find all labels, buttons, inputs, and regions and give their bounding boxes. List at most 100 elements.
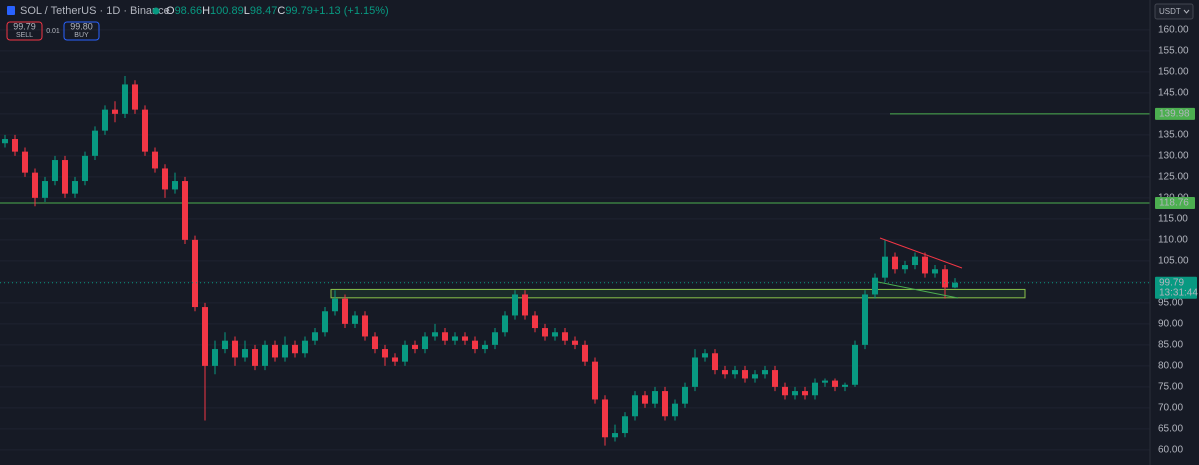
y-tick-label: 145.00 <box>1158 87 1189 98</box>
ohlc: O98.66H100.89L98.47C99.79+1.13 (+1.15%) <box>166 5 389 17</box>
candle-body <box>392 357 398 362</box>
price-axis <box>1150 0 1199 465</box>
last-price-tag <box>1155 276 1197 299</box>
currency-select[interactable] <box>1154 3 1194 20</box>
ohlc-key: O <box>166 5 175 17</box>
candle-body <box>612 433 618 438</box>
candle-body <box>642 395 648 404</box>
candle-body <box>792 391 798 396</box>
trendline <box>877 281 959 299</box>
ohlc-value: 98.66 <box>175 5 203 17</box>
candle-body <box>122 84 128 114</box>
candle-body <box>652 391 658 404</box>
sell-button[interactable] <box>6 21 43 41</box>
y-tick-label: 95.00 <box>1158 297 1183 308</box>
ohlc-key: C <box>277 5 285 17</box>
candle-body <box>602 399 608 438</box>
candle-body <box>622 416 628 434</box>
candle-body <box>522 294 528 316</box>
candle-body <box>812 382 818 396</box>
candle-body <box>322 311 328 333</box>
candle-body <box>902 265 908 270</box>
candle-body <box>892 256 898 270</box>
ohlc-key: L <box>244 5 250 17</box>
level-label: 139.98 <box>1159 109 1190 120</box>
candle-body <box>22 151 28 173</box>
ohlc-text: O98.66H100.89L98.47C99.79+1.13 (+1.15%) <box>166 5 389 17</box>
ohlc-value: 98.47 <box>250 5 278 17</box>
symbol-icon <box>7 6 15 15</box>
candle-body <box>302 340 308 354</box>
candle-body <box>512 294 518 316</box>
candle-body <box>492 332 498 345</box>
candle-body <box>12 139 18 152</box>
y-tick-label: 150.00 <box>1158 66 1189 77</box>
candle-body <box>362 315 368 337</box>
buy-button[interactable] <box>63 21 100 41</box>
candle-body <box>752 374 758 379</box>
y-tick-label: 80.00 <box>1158 361 1183 372</box>
header: SOL / TetherUS · 1D · Binance O98.66H100… <box>6 3 1194 41</box>
candle-body <box>282 344 288 358</box>
y-tick-label: 70.00 <box>1158 403 1183 414</box>
candle-body <box>742 370 748 379</box>
y-tick-label: 115.00 <box>1158 213 1188 224</box>
candle-body <box>82 155 88 182</box>
candle-body <box>372 336 378 350</box>
candle-body <box>462 336 468 341</box>
symbol: SOL / TetherUS · 1D · Binance <box>20 5 170 17</box>
candle-body <box>762 370 768 375</box>
candle-body <box>32 172 38 198</box>
y-tick-label: 160.00 <box>1158 24 1189 35</box>
candle-body <box>532 315 538 329</box>
dropdown-arrow <box>1183 9 1190 14</box>
candle-body <box>932 269 938 274</box>
candle-body <box>562 332 568 341</box>
candle-body <box>472 340 478 350</box>
candle-body <box>442 332 448 341</box>
candle-body <box>782 386 788 396</box>
candle-body <box>352 315 358 324</box>
candle-body <box>952 282 958 288</box>
grid <box>0 29 1150 451</box>
candle-body <box>922 256 928 274</box>
candle-body <box>732 370 738 375</box>
sell-price: 99.79 <box>13 21 36 31</box>
candle-body <box>212 349 218 366</box>
candle-body <box>262 344 268 366</box>
candle-body <box>672 403 678 417</box>
countdown: 13:31:44 <box>1159 287 1198 298</box>
candle-body <box>702 353 708 358</box>
candle-body <box>882 256 888 278</box>
candle-body <box>272 344 278 358</box>
candle-body <box>382 349 388 358</box>
candle-body <box>692 357 698 387</box>
candle-body <box>412 344 418 350</box>
candle-body <box>102 109 108 131</box>
candle-body <box>842 384 848 387</box>
candle-body <box>62 160 68 194</box>
candle-body <box>342 298 348 324</box>
candle-body <box>852 344 858 385</box>
candle-body <box>802 391 808 396</box>
sell-label: SELL <box>16 32 33 39</box>
plot <box>0 76 1150 446</box>
status-dot <box>152 7 160 15</box>
candle-body <box>92 130 98 156</box>
candle-body <box>502 315 508 333</box>
candle-body <box>42 181 48 198</box>
trendline <box>879 237 963 269</box>
candle-body <box>242 349 248 358</box>
y-tick-label: 85.00 <box>1158 340 1183 351</box>
candle-body <box>2 139 8 144</box>
candle-body <box>332 298 338 312</box>
candle-body <box>592 361 598 400</box>
candle-body <box>772 370 778 387</box>
candle-body <box>832 380 838 387</box>
candle-body <box>572 340 578 345</box>
candle-body <box>422 336 428 350</box>
y-tick-label: 110.00 <box>1158 234 1188 245</box>
level-tag <box>1155 107 1195 120</box>
